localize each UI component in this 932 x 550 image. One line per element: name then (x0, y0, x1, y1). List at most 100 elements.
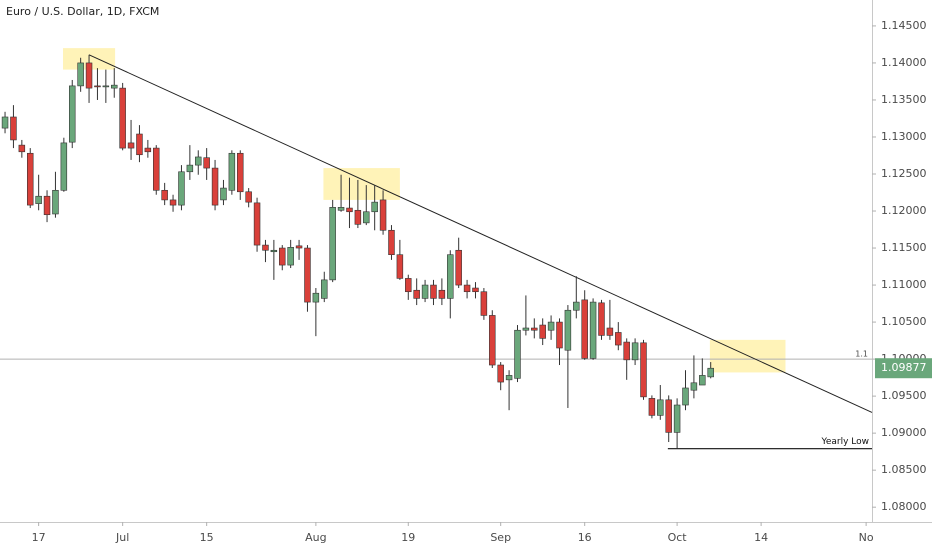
candle-body (463, 284, 471, 293)
candle-body (413, 289, 420, 299)
candle-body (379, 199, 387, 231)
lines: 1.1 Yearly Low (0, 54, 873, 450)
candle-body (581, 299, 588, 359)
candle-body (18, 144, 26, 153)
candle-body (321, 279, 328, 299)
last-price-tag (875, 358, 932, 379)
candle-body (648, 398, 656, 416)
candle-body (127, 142, 135, 149)
x-tick-label: 14 (754, 531, 768, 544)
candle-body (421, 284, 429, 299)
x-tick-label: Oct (668, 531, 688, 544)
candle-body (211, 167, 219, 206)
x-tick-label: No (859, 531, 874, 544)
candle-body (1, 116, 9, 129)
candle-body (337, 207, 345, 211)
candle-body (119, 87, 126, 149)
candle-body (363, 211, 370, 224)
candle-body (220, 187, 227, 201)
highlight-box (323, 168, 400, 200)
candle-body (489, 315, 496, 366)
candle-body (497, 364, 504, 383)
level-line-label: 1.1 (855, 350, 868, 359)
candle-body (657, 399, 664, 416)
candle-body (304, 247, 311, 303)
candle-body (707, 367, 714, 378)
y-tick-label: 1.11500 (881, 241, 927, 254)
candle-body (673, 404, 681, 433)
x-tick-label: Sep (490, 531, 511, 544)
candle-body (430, 284, 437, 299)
candle-body (665, 399, 672, 433)
candle-body (329, 207, 336, 281)
candle-body (564, 309, 572, 351)
candle-body (27, 152, 34, 206)
candle-body (472, 287, 479, 293)
candle-body (547, 321, 555, 331)
x-tick-label: 15 (200, 531, 214, 544)
candle-body (85, 62, 93, 89)
candle-body (531, 327, 538, 331)
candle-body (699, 375, 706, 386)
candle-body (52, 189, 59, 215)
yearly-low-label: Yearly Low (821, 437, 869, 447)
candle-body (279, 247, 286, 266)
x-tick-label: 17 (32, 531, 46, 544)
candle-body (237, 152, 244, 193)
y-tick-label: 1.13000 (881, 130, 927, 143)
candle-body (228, 152, 236, 191)
candle-body (371, 201, 378, 213)
candle-body (405, 278, 412, 293)
y-tick-label: 1.14000 (881, 56, 927, 69)
candle-body (682, 387, 689, 406)
candle-body (178, 171, 185, 206)
y-tick-label: 1.08500 (881, 463, 927, 476)
candle-body (573, 301, 580, 311)
candle-body (43, 195, 51, 216)
candle-body (203, 157, 210, 169)
last-price-label: 1.09877 (881, 361, 927, 374)
candle-body (623, 341, 630, 361)
candle-body (69, 85, 76, 143)
candle-body (270, 249, 278, 253)
x-tick-label: 19 (401, 531, 415, 544)
y-tick-label: 1.10500 (881, 315, 927, 328)
candle-body (195, 156, 202, 166)
candle-body (606, 327, 614, 336)
candle-body (136, 133, 143, 156)
candle-body (480, 291, 488, 316)
candle-body (447, 254, 454, 299)
candle-body (35, 195, 42, 204)
candle-body (631, 342, 639, 361)
candle-body (312, 292, 320, 303)
candle-body (640, 342, 647, 398)
y-tick-label: 1.13500 (881, 93, 927, 106)
chart-title: Euro / U.S. Dollar, 1D, FXCM (6, 5, 159, 18)
trendline (88, 54, 873, 413)
candle-body (522, 327, 530, 331)
candle-body (94, 85, 101, 88)
candle-body (598, 302, 605, 336)
x-tick-label: 16 (578, 531, 592, 544)
y-tick-label: 1.09000 (881, 426, 927, 439)
y-tick-label: 1.11000 (881, 278, 927, 291)
y-tick-label: 1.14500 (881, 19, 927, 32)
candle-body (169, 199, 177, 206)
candle-body (111, 84, 118, 89)
candle-body (102, 85, 110, 88)
candle-body (60, 142, 68, 191)
axes: 1.14500 1.14000 1.13500 1.13000 1.12500 1.120… (32, 19, 932, 544)
candle-body (354, 209, 362, 225)
candle-body (690, 382, 698, 391)
candle-body (539, 324, 546, 339)
candle-body (388, 229, 395, 256)
candle-body (556, 321, 563, 349)
x-tick-label: Aug (305, 531, 326, 544)
candle-body (438, 289, 446, 299)
candle-body (589, 301, 597, 359)
candle-body (455, 249, 462, 286)
y-tick-label: 1.08000 (881, 500, 927, 513)
